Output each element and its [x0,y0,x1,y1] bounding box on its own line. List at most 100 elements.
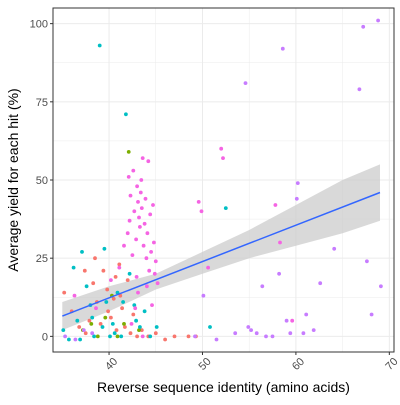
trend-line [62,191,381,317]
data-point-series-5 [135,184,140,189]
data-point-series-5 [139,178,144,182]
data-point-series-1 [123,325,127,329]
data-point-series-2 [115,334,120,339]
data-point-series-5 [140,156,145,161]
data-point-series-5 [125,231,130,236]
data-point-series-5 [134,237,139,242]
data-point-series-4 [201,293,206,298]
data-point-series-4 [270,334,275,339]
data-point-series-4 [357,87,362,92]
data-point-series-4 [361,24,366,29]
data-point-series-5 [199,209,204,214]
data-point-series-3 [104,300,109,304]
data-point-series-3 [90,315,95,320]
data-point-series-4 [301,331,306,336]
data-point-series-3 [80,250,84,254]
data-point-series-3 [127,271,132,276]
data-point-series-4 [284,318,289,323]
data-point-series-2 [95,334,100,339]
data-point-series-5 [128,193,133,198]
y-axis-title: Average yield for each hit (%) [5,88,21,271]
data-point-series-5 [273,203,278,207]
data-point-series-1 [113,275,118,279]
data-point-series-1 [131,312,136,317]
data-point-series-5 [146,159,151,164]
data-point-series-5 [221,156,225,161]
data-point-series-5 [278,240,282,245]
data-point-series-1 [163,337,168,342]
data-point-series-1 [109,315,113,320]
data-point-series-1 [172,334,177,339]
y-tick-label: 100 [30,19,48,31]
x-tick-label: 70 [383,356,400,373]
data-point-series-1 [118,293,123,298]
data-point-series-5 [127,218,132,223]
data-point-series-5 [145,284,149,289]
data-point-series-4 [90,331,95,336]
data-point-series-4 [246,325,251,329]
data-point-series-4 [311,328,316,332]
data-point-series-1 [91,281,96,286]
data-point-series-1 [98,322,103,326]
data-point-series-3 [121,300,125,304]
data-point-series-5 [153,259,158,264]
data-point-series-1 [153,331,158,336]
data-point-series-1 [120,306,124,311]
data-point-series-5 [136,200,140,204]
data-point-series-3 [134,318,139,323]
data-point-series-3 [67,337,71,342]
data-point-series-4 [249,328,254,332]
data-point-series-5 [219,146,224,151]
data-point-series-5 [196,200,201,204]
data-point-series-3 [154,325,159,329]
data-point-series-1 [135,334,140,339]
data-point-series-5 [138,190,143,195]
data-point-series-4 [277,271,281,276]
data-point-series-5 [151,203,155,207]
data-point-series-4 [379,284,383,289]
data-point-series-5 [143,196,148,201]
data-point-series-5 [133,306,138,311]
data-point-series-4 [294,196,299,201]
data-point-series-3 [132,303,137,307]
data-point-series-3 [92,334,96,339]
data-point-series-1 [83,331,88,336]
data-point-series-3 [138,325,142,329]
data-point-series-4 [264,334,268,339]
data-point-series-4 [295,181,300,186]
data-point-series-1 [105,287,110,292]
y-tick-label: 25 [36,253,48,265]
data-point-series-3 [124,112,128,117]
data-point-series-3 [100,325,105,329]
data-point-series-5 [132,209,137,214]
trend-line-layer [62,191,381,317]
data-point-series-3 [208,325,212,329]
data-point-series-2 [103,315,108,320]
y-tick-label: 75 [36,97,48,109]
data-point-series-5 [139,206,144,211]
data-point-series-4 [376,18,380,23]
data-point-series-3 [119,334,124,339]
data-point-series-4 [193,334,197,339]
data-point-series-1 [111,296,116,301]
data-point-series-5 [206,265,211,270]
data-point-series-4 [260,284,265,289]
data-point-series-1 [125,278,130,282]
x-axis-title: Reverse sequence identity (amino acids) [97,379,350,395]
data-point-series-5 [131,168,136,173]
data-point-series-3 [112,331,117,336]
data-point-series-2 [122,322,126,326]
data-point-series-1 [128,331,133,336]
data-point-series-1 [62,290,67,295]
data-point-series-4 [63,334,67,339]
data-point-series-3 [84,284,89,289]
data-point-series-4 [369,312,374,317]
data-point-series-4 [254,331,259,336]
data-point-series-3 [223,206,228,211]
data-point-series-1 [106,309,110,314]
data-point-series-3 [75,318,80,323]
data-point-series-4 [73,337,78,342]
data-point-series-5 [290,318,295,323]
